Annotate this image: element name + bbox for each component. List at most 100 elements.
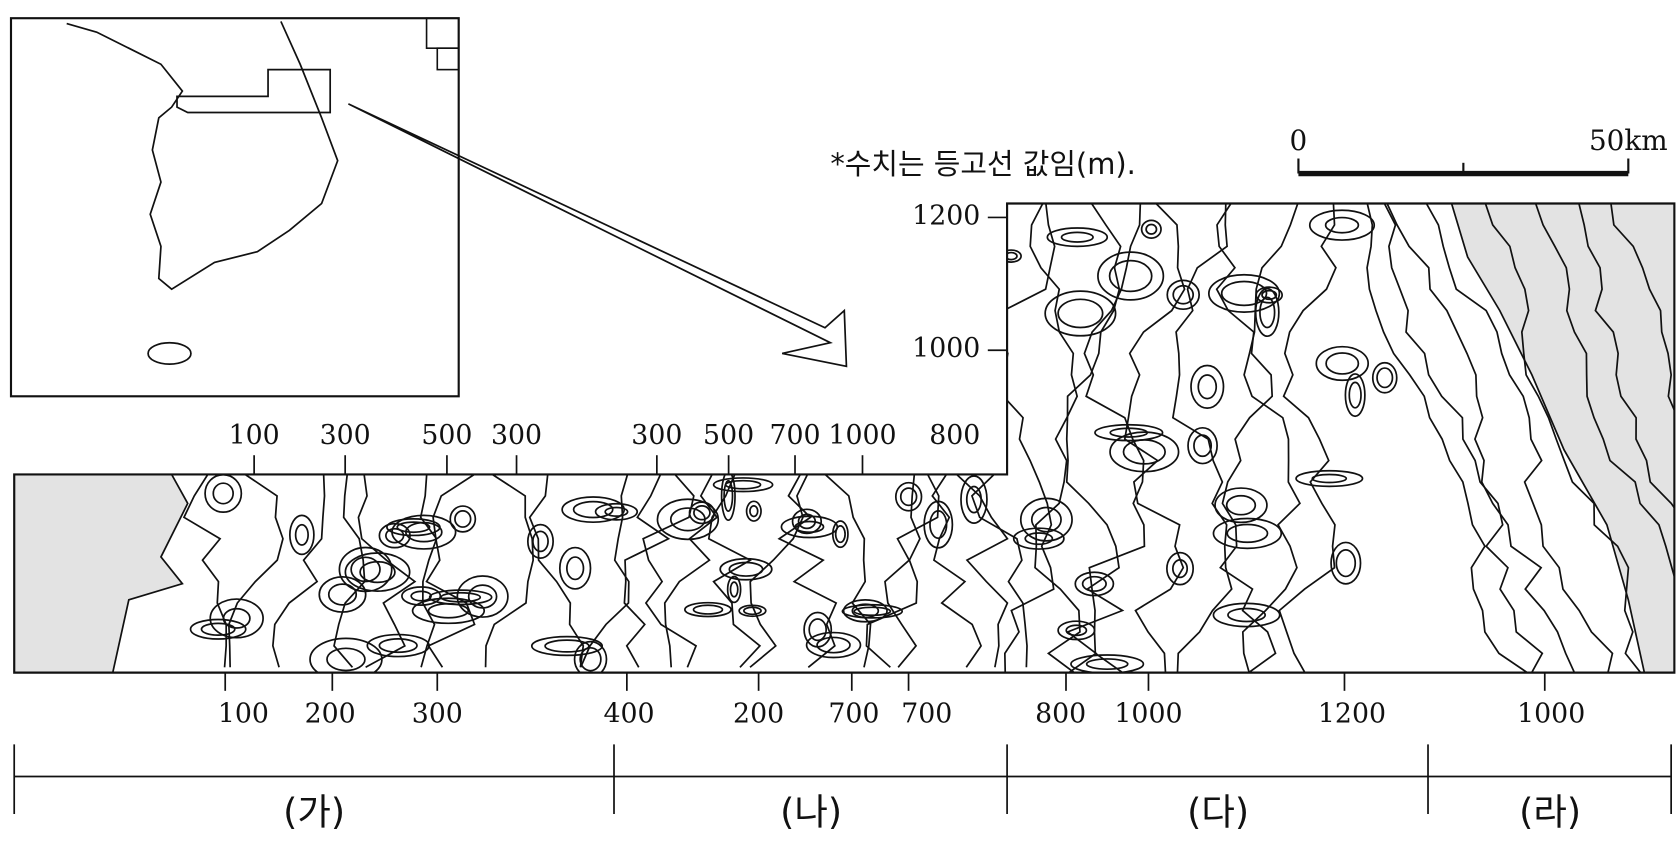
- contour-loop: [834, 525, 846, 544]
- contour: [663, 474, 719, 668]
- contour: [425, 473, 476, 668]
- contour-loop: [386, 518, 441, 537]
- contour: [528, 474, 585, 668]
- contour-loop: [565, 556, 585, 581]
- contour-loop: [449, 505, 477, 533]
- contour-loop: [427, 602, 470, 619]
- contour-loop: [1376, 367, 1394, 389]
- contour-loop: [1065, 624, 1088, 637]
- contour-loop: [1308, 209, 1376, 241]
- contour-loop: [960, 475, 988, 524]
- contour-loop: [200, 622, 236, 637]
- contour-loop: [594, 502, 639, 521]
- contour: [884, 474, 940, 668]
- contour: [1065, 203, 1125, 673]
- contour-loop: [288, 514, 315, 556]
- contour-loop: [318, 576, 367, 613]
- contour-loop: [1197, 374, 1218, 400]
- contour-loop: [749, 505, 759, 518]
- contour-loop: [1012, 527, 1065, 550]
- contour-loop: [532, 530, 549, 553]
- contour-loop: [728, 561, 764, 577]
- contour-loop: [851, 603, 880, 619]
- contour-loop: [965, 485, 983, 514]
- contour-loop: [327, 583, 358, 606]
- contour-loop: [344, 552, 411, 592]
- contour-loop: [410, 590, 432, 602]
- inset-map: [9, 17, 848, 398]
- contour-loop: [378, 638, 418, 654]
- contour-label: 1000: [1517, 698, 1585, 729]
- contour: [970, 473, 1028, 668]
- contour-label: 1200: [1318, 698, 1386, 729]
- contour-loop: [693, 505, 711, 521]
- contour-loop: [1193, 434, 1213, 458]
- contour-loop: [719, 557, 773, 581]
- contour-loop: [209, 598, 264, 639]
- contour: [484, 473, 535, 668]
- contour-loop: [1335, 548, 1357, 578]
- contour-loop: [326, 647, 366, 672]
- contour: [419, 474, 438, 668]
- contour-loop: [842, 599, 888, 623]
- contour-label: 200: [733, 698, 784, 729]
- contour-loop: [456, 575, 509, 618]
- contour-label: 200: [305, 698, 356, 729]
- contour-label: 300: [320, 420, 371, 451]
- contour-loop: [1094, 423, 1164, 442]
- scale-end: 50km: [1589, 124, 1668, 157]
- contour-loop: [1044, 290, 1117, 337]
- contour-loop: [1226, 523, 1269, 544]
- contour-loop: [1207, 273, 1281, 314]
- contour: [1171, 203, 1233, 673]
- contour-loop: [526, 523, 554, 559]
- contour: [824, 473, 872, 668]
- contour: [623, 474, 671, 668]
- contour-loop: [401, 586, 442, 606]
- contour-loop: [805, 631, 862, 659]
- axis-label: 1200: [912, 200, 980, 231]
- contour: [1425, 203, 1614, 673]
- contour-loop: [1187, 426, 1218, 465]
- contour-loop: [558, 546, 592, 590]
- contour-loop: [1254, 287, 1280, 338]
- contour-label: 700: [901, 698, 952, 729]
- contour: [227, 473, 284, 668]
- contour-loop: [1261, 289, 1278, 301]
- contour-loop: [1330, 541, 1362, 585]
- contour-label: 800: [1035, 698, 1086, 729]
- contour-loop: [544, 639, 590, 653]
- contour-loop: [692, 604, 724, 615]
- contour-loop: [1024, 532, 1054, 546]
- labels: 1200 1000 800 100 300 500 300 300 500 700 1000 100 2…: [13, 200, 1673, 834]
- contour: [1029, 203, 1081, 673]
- contour-loop: [1046, 227, 1109, 248]
- contour-loop: [212, 482, 234, 505]
- region-label: (라): [1519, 791, 1581, 834]
- contour-loop: [724, 479, 762, 490]
- contour: [579, 474, 630, 668]
- contour: [1578, 203, 1675, 673]
- contour-loop: [894, 481, 923, 512]
- contour-loop: [1214, 487, 1268, 524]
- contour-loop: [688, 501, 716, 525]
- contour-loop: [572, 500, 614, 519]
- contour-loop: [1172, 284, 1195, 305]
- contour-loop: [923, 500, 954, 549]
- contour-loop: [723, 479, 734, 512]
- contour: [1278, 203, 1337, 673]
- contour: [1383, 203, 1544, 673]
- contour-loop: [853, 606, 892, 617]
- contour-loop: [1371, 361, 1398, 394]
- contour: [997, 203, 1056, 673]
- contour-label: 300: [491, 420, 542, 451]
- contour-loop: [1171, 559, 1189, 579]
- contour-loop: [780, 515, 839, 539]
- contour-loop: [294, 523, 309, 546]
- sea-east: [1450, 203, 1675, 673]
- contour-loop: [745, 500, 762, 522]
- contour-loop: [1166, 279, 1201, 311]
- contour-label: 300: [412, 698, 463, 729]
- contour-loop: [899, 487, 918, 507]
